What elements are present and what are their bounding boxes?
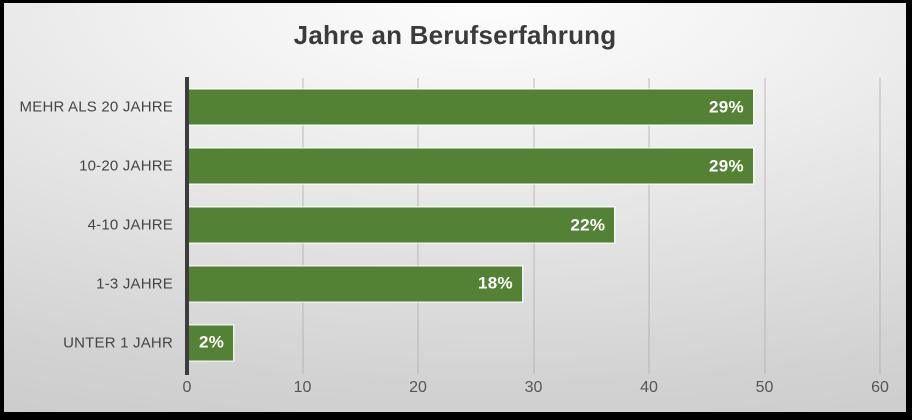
bar-value-label: 29%: [709, 156, 744, 176]
category-label: MEHR ALS 20 JAHRE: [19, 98, 173, 116]
bar: 22%: [187, 207, 615, 243]
x-axis-tick-label: 10: [293, 379, 312, 396]
category-label: 10-20 JAHRE: [79, 157, 173, 175]
bar-value-label: 18%: [478, 273, 513, 293]
x-axis-tick-label: 40: [640, 379, 658, 396]
bar: 18%: [187, 266, 522, 302]
bar: 29%: [187, 89, 753, 125]
category-label: UNTER 1 JAHR: [63, 334, 173, 352]
bar-value-label: 29%: [709, 97, 744, 117]
chart-title: Jahre an Berufserfahrung: [293, 20, 617, 50]
bar: 29%: [187, 148, 753, 184]
gridline: [764, 78, 765, 374]
category-axis-labels: MEHR ALS 20 JAHRE 10-20 JAHRE 4-10 JAHRE 1-…: [4, 78, 173, 372]
bar-value-label: 2%: [199, 332, 225, 352]
y-axis-line: [185, 77, 189, 375]
x-axis-tick-label: 60: [871, 379, 889, 396]
bar: 2%: [187, 325, 234, 361]
x-axis-tick-label: 30: [524, 379, 543, 396]
x-axis-tick-label: 0: [182, 379, 192, 396]
bar-value-label: 22%: [570, 215, 606, 234]
x-axis-tick-label: 20: [409, 379, 427, 396]
x-axis-labels: 0 10 20 30 40 50 60: [183, 379, 889, 401]
gridline: [879, 78, 881, 374]
plot-area: 29% 29% 22% 18% 2%: [185, 77, 881, 375]
category-label: 4-10 JAHRE: [87, 216, 173, 234]
x-axis-tick-label: 50: [755, 379, 774, 396]
gridline: [648, 78, 650, 374]
category-label: 1-3 JAHRE: [96, 275, 173, 293]
